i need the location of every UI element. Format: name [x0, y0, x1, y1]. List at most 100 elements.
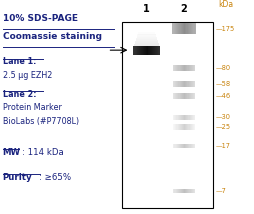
Bar — [188, 114, 189, 120]
Bar — [189, 65, 190, 71]
Bar — [193, 124, 194, 129]
Bar — [135, 46, 136, 55]
Bar — [144, 46, 145, 55]
Text: 1: 1 — [143, 4, 150, 13]
Bar — [174, 124, 175, 129]
Bar — [190, 144, 192, 148]
Bar — [177, 93, 179, 99]
Bar — [181, 124, 182, 129]
Bar — [177, 65, 179, 71]
Text: MW: MW — [3, 148, 21, 157]
Bar — [192, 93, 193, 99]
Bar — [187, 124, 188, 129]
Bar — [135, 41, 158, 42]
Bar — [149, 46, 150, 55]
Bar — [182, 189, 183, 193]
Bar — [191, 93, 192, 99]
Text: Lane 1:: Lane 1: — [3, 57, 36, 66]
Bar — [175, 93, 176, 99]
Bar — [177, 124, 178, 129]
Bar — [186, 189, 187, 193]
Text: Lane 2:: Lane 2: — [3, 90, 36, 99]
Bar — [193, 189, 194, 193]
Text: —7: —7 — [216, 188, 227, 194]
Bar — [179, 124, 180, 129]
Bar — [172, 23, 173, 34]
Text: kDa: kDa — [218, 0, 234, 9]
Bar — [155, 46, 156, 55]
Bar — [181, 65, 182, 71]
Bar — [183, 114, 184, 120]
Bar — [189, 114, 191, 120]
Bar — [180, 93, 181, 99]
Bar — [179, 144, 180, 148]
Text: : 114 kDa: : 114 kDa — [22, 148, 63, 157]
Bar — [173, 189, 174, 193]
Bar — [184, 23, 185, 34]
Bar — [182, 144, 183, 148]
Bar — [136, 38, 157, 39]
Bar — [134, 45, 159, 46]
Bar — [187, 144, 188, 148]
Bar — [183, 81, 184, 87]
Bar — [174, 144, 176, 148]
Bar — [182, 93, 183, 99]
Bar — [173, 93, 174, 99]
Bar — [193, 144, 194, 148]
Bar — [191, 65, 192, 71]
Bar — [177, 189, 178, 193]
Bar — [183, 189, 184, 193]
Bar — [184, 189, 185, 193]
Bar — [174, 114, 175, 120]
Bar — [187, 65, 189, 71]
Bar — [193, 114, 194, 120]
Bar — [175, 23, 176, 34]
Bar — [177, 81, 179, 87]
Bar — [189, 124, 191, 129]
Bar — [178, 114, 179, 120]
Bar — [188, 144, 189, 148]
Bar — [183, 23, 184, 34]
Bar — [136, 46, 137, 55]
Bar — [194, 81, 195, 87]
Bar — [187, 81, 189, 87]
Bar — [190, 189, 192, 193]
Bar — [185, 124, 186, 129]
Bar — [177, 23, 178, 34]
Bar — [188, 124, 189, 129]
Bar — [194, 114, 195, 120]
Bar — [148, 46, 149, 55]
Bar — [176, 81, 177, 87]
Bar — [188, 23, 189, 34]
Bar — [176, 93, 177, 99]
Text: Purity: Purity — [3, 173, 32, 182]
Bar — [174, 189, 176, 193]
Bar — [184, 65, 185, 71]
Bar — [177, 114, 178, 120]
Bar — [182, 114, 183, 120]
Bar — [158, 46, 160, 55]
Bar — [180, 81, 181, 87]
Bar — [181, 189, 182, 193]
Bar — [137, 36, 156, 37]
Text: —58: —58 — [216, 81, 231, 87]
Bar — [184, 81, 185, 87]
Bar — [175, 124, 177, 129]
Bar — [186, 81, 187, 87]
Bar — [194, 189, 195, 193]
Bar — [182, 81, 183, 87]
Bar — [134, 44, 159, 45]
Bar — [138, 32, 155, 33]
Bar — [140, 46, 141, 55]
Bar — [191, 23, 192, 34]
Bar — [192, 144, 193, 148]
Bar — [135, 43, 158, 44]
Bar — [174, 65, 175, 71]
Text: —25: —25 — [216, 124, 231, 130]
Bar — [187, 114, 188, 120]
Text: 10% SDS-PAGE: 10% SDS-PAGE — [3, 13, 77, 22]
Bar — [141, 46, 142, 55]
Bar — [180, 124, 181, 129]
Bar — [189, 81, 190, 87]
Bar — [193, 81, 194, 87]
